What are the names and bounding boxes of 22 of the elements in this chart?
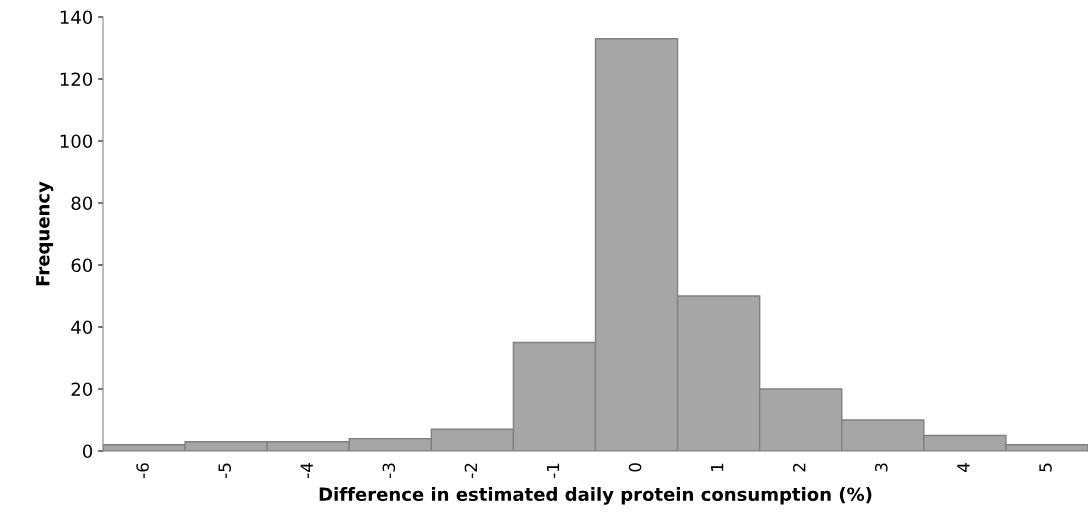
x-tick-label: -4: [300, 463, 313, 478]
y-tick-label: 40: [71, 320, 93, 335]
y-tick-label: 60: [71, 258, 93, 273]
y-tick-label: 140: [60, 10, 93, 25]
y-tick-label: 80: [71, 196, 93, 211]
x-tick-label: 3: [875, 463, 888, 472]
y-tick-label: 120: [60, 72, 93, 87]
y-tick-label: 100: [60, 134, 93, 149]
x-tick-label: 2: [792, 463, 806, 472]
x-axis-title: Difference in estimated daily protein consumption (%): [319, 487, 872, 505]
y-tick-label: 20: [71, 382, 93, 397]
x-tick-label: 1: [711, 463, 724, 471]
y-axis-title: Frequency: [36, 181, 54, 286]
x-tick-label: -2: [464, 463, 477, 478]
x-tick-label: 4: [957, 463, 970, 472]
x-tick-label: 0: [628, 463, 642, 472]
y-tick-label: 0: [82, 444, 93, 459]
x-tick-label: -6: [136, 463, 149, 478]
x-tick-label: -1: [546, 463, 560, 478]
x-tick-label: 5: [1039, 463, 1052, 472]
x-tick-label: -3: [382, 463, 396, 478]
x-tick-label: -5: [218, 463, 231, 478]
